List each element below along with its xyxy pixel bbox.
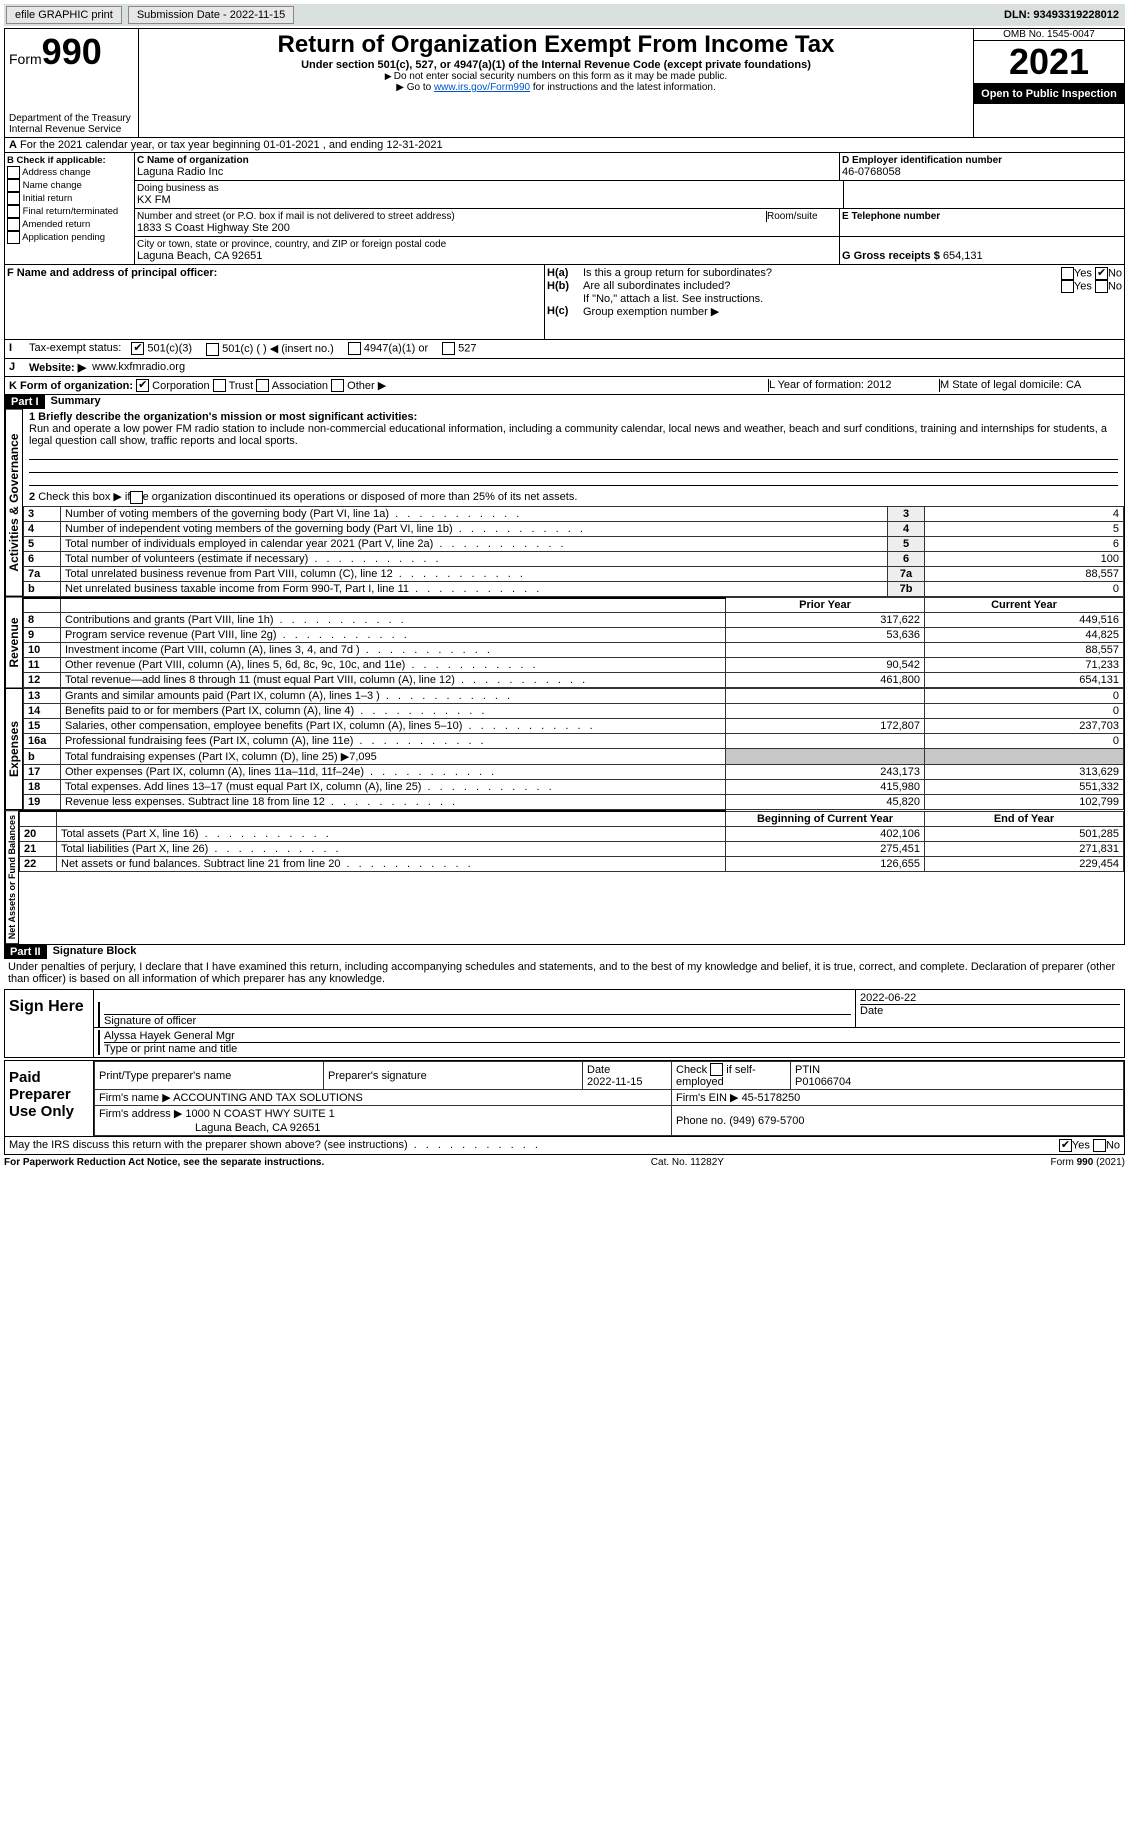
part1-header: Part I Summary — [5, 395, 1124, 409]
e-label: E Telephone number — [842, 211, 940, 222]
website: www.kxfmradio.org — [86, 361, 185, 374]
ptin: P01066704 — [795, 1076, 851, 1088]
paid-label: Paid Preparer Use Only — [5, 1061, 94, 1136]
netassets-table: Beginning of Current YearEnd of Year20To… — [19, 810, 1124, 872]
firm-ein: 45-5178250 — [742, 1092, 801, 1104]
street-label: Number and street (or P.O. box if mail i… — [137, 211, 766, 222]
vtab-expenses: Expenses — [5, 688, 23, 810]
declaration: Under penalties of perjury, I declare th… — [4, 959, 1125, 987]
footer: For Paperwork Reduction Act Notice, see … — [4, 1155, 1125, 1170]
vtab-revenue: Revenue — [5, 597, 23, 689]
ha-label: Is this a group return for subordinates? — [583, 267, 1061, 280]
form-header: Form990 Department of the Treasury Inter… — [4, 28, 1125, 138]
discuss-line: May the IRS discuss this return with the… — [4, 1137, 1125, 1155]
year-formation: L Year of formation: 2012 — [768, 379, 939, 393]
form-number: Form990 — [9, 31, 134, 73]
q2-text: Check this box ▶ if the organization dis… — [38, 491, 577, 503]
line-i: I Tax-exempt status: 501(c)(3) 501(c) ( … — [4, 340, 1125, 359]
submission-date[interactable]: Submission Date - 2022-11-15 — [128, 6, 294, 24]
vtab-governance: Activities & Governance — [5, 409, 23, 597]
city-label: City or town, state or province, country… — [137, 239, 837, 250]
sig-officer-label: Signature of officer — [104, 1015, 196, 1027]
firm-addr: 1000 N COAST HWY SUITE 1 — [185, 1108, 334, 1120]
dln: DLN: 93493319228012 — [1004, 9, 1123, 21]
efile-label[interactable]: efile GRAPHIC print — [6, 6, 122, 24]
hc-label: Group exemption number ▶ — [583, 305, 719, 318]
q1-label: 1 Briefly describe the organization's mi… — [29, 411, 417, 423]
firm-phone: (949) 679-5700 — [729, 1115, 804, 1127]
entity-block: B Check if applicable: Address change Na… — [4, 153, 1125, 265]
street: 1833 S Coast Highway Ste 200 — [137, 222, 837, 234]
irs-link[interactable]: www.irs.gov/Form990 — [434, 82, 530, 93]
sign-here-label: Sign Here — [5, 990, 94, 1057]
sign-date: 2022-06-22 — [860, 992, 1120, 1004]
preparer-block: Paid Preparer Use Only Print/Type prepar… — [4, 1060, 1125, 1137]
f-label: F Name and address of principal officer: — [7, 267, 217, 279]
subtitle-1: Under section 501(c), 527, or 4947(a)(1)… — [143, 59, 969, 71]
prep-date: 2022-11-15 — [587, 1076, 642, 1088]
d-label: D Employer identification number — [842, 155, 1002, 166]
sign-block: Sign Here Signature of officer 2022-06-2… — [4, 989, 1125, 1058]
form-title: Return of Organization Exempt From Incom… — [143, 31, 969, 59]
part2-header: Part II Signature Block — [4, 945, 1125, 959]
line-a: A For the 2021 calendar year, or tax yea… — [4, 138, 1125, 153]
dept-label: Department of the Treasury — [9, 113, 134, 124]
subtitle-2: Do not enter social security numbers on … — [143, 71, 969, 82]
omb: OMB No. 1545-0047 — [974, 29, 1124, 41]
governance-table: 3Number of voting members of the governi… — [23, 506, 1124, 597]
g-label: G Gross receipts $ — [842, 250, 940, 262]
tax-year: 2021 — [974, 41, 1124, 84]
city: Laguna Beach, CA 92651 — [137, 250, 837, 262]
dba: KX FM — [137, 194, 841, 206]
fh-block: F Name and address of principal officer:… — [4, 265, 1125, 340]
subtitle-3: ▶ Go to www.irs.gov/Form990 for instruct… — [143, 82, 969, 93]
expenses-table: 13Grants and similar amounts paid (Part … — [23, 688, 1124, 810]
section-b: B Check if applicable: Address change Na… — [5, 153, 135, 264]
vtab-netassets: Net Assets or Fund Balances — [5, 810, 19, 944]
line-j: J Website: ▶ www.kxfmradio.org — [4, 359, 1125, 377]
revenue-table: Prior YearCurrent Year8Contributions and… — [23, 597, 1124, 689]
ein: 46-0768058 — [842, 166, 1122, 178]
gross-receipts: 654,131 — [943, 250, 983, 262]
line-klm: K Form of organization: Corporation Trus… — [4, 377, 1125, 396]
firm-name: ACCOUNTING AND TAX SOLUTIONS — [173, 1092, 363, 1104]
org-name: Laguna Radio Inc — [137, 166, 837, 178]
mission-text: Run and operate a low power FM radio sta… — [29, 423, 1107, 447]
officer-name: Alyssa Hayek General Mgr — [104, 1030, 1120, 1043]
hb-label: Are all subordinates included? — [583, 280, 1061, 293]
irs-label: Internal Revenue Service — [9, 124, 134, 135]
state-domicile: M State of legal domicile: CA — [939, 379, 1120, 393]
room-label: Room/suite — [766, 211, 837, 222]
open-public: Open to Public Inspection — [974, 84, 1124, 104]
c-label: C Name of organization — [137, 155, 249, 166]
dba-label: Doing business as — [137, 183, 841, 194]
top-bar: efile GRAPHIC print Submission Date - 20… — [4, 4, 1125, 26]
hb-note: If "No," attach a list. See instructions… — [547, 293, 1122, 305]
